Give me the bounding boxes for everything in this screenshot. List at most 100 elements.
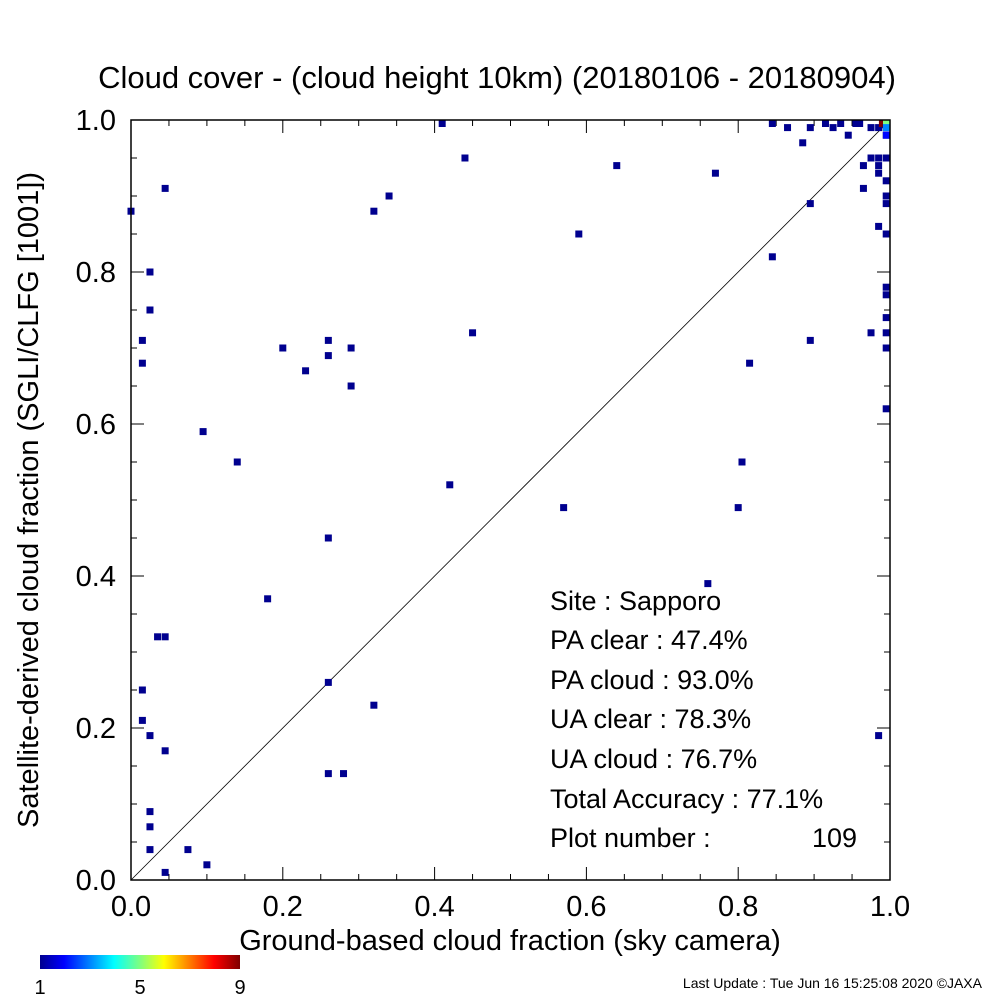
y-tick-label: 0.4 xyxy=(76,561,116,593)
data-point xyxy=(138,359,146,367)
data-point xyxy=(347,344,355,352)
data-point xyxy=(146,808,154,816)
data-point xyxy=(446,481,454,489)
data-point xyxy=(324,770,332,778)
data-point xyxy=(837,120,845,127)
data-point xyxy=(370,207,378,215)
colorbar: 1 5 9 xyxy=(34,955,246,999)
data-point xyxy=(859,162,867,170)
data-point xyxy=(806,336,814,344)
data-point xyxy=(711,169,719,177)
data-point xyxy=(161,184,169,192)
data-point xyxy=(264,595,272,603)
plot-frame xyxy=(130,119,891,881)
data-point xyxy=(856,120,864,127)
data-point xyxy=(867,329,875,337)
data-points xyxy=(127,120,890,876)
y-axis-label: Satellite-derived cloud fraction (SGLI/C… xyxy=(13,172,45,828)
data-point xyxy=(883,124,890,132)
data-point xyxy=(867,154,875,162)
data-point xyxy=(146,823,154,831)
data-point xyxy=(161,633,169,641)
data-point xyxy=(784,124,792,132)
data-point xyxy=(806,124,814,132)
y-tick-label: 0.6 xyxy=(76,409,116,441)
colorbar-max-label: 9 xyxy=(234,977,245,999)
data-point xyxy=(746,359,754,367)
x-tick-label: 0.4 xyxy=(414,891,454,923)
data-point xyxy=(138,686,146,694)
ua-cloud-label: UA cloud : 76.7% xyxy=(550,744,757,774)
stats-box: Site : Sapporo PA clear : 47.4% PA cloud… xyxy=(550,586,857,853)
data-point xyxy=(883,131,890,139)
data-point xyxy=(461,154,469,162)
data-point xyxy=(768,253,776,261)
colorbar-min-label: 1 xyxy=(34,977,45,999)
colorbar-gradient xyxy=(40,955,240,969)
data-point xyxy=(324,336,332,344)
plot-number-value: 109 xyxy=(812,823,857,853)
data-point xyxy=(738,458,746,466)
pa-clear-label: PA clear : 47.4% xyxy=(550,625,748,655)
data-point xyxy=(806,200,814,208)
data-point xyxy=(875,732,883,740)
x-tick-label: 0.0 xyxy=(111,891,151,923)
data-point xyxy=(560,504,568,512)
data-point xyxy=(347,382,355,390)
data-point xyxy=(882,192,890,200)
data-point xyxy=(882,283,890,291)
chart-title: Cloud cover - (cloud height 10km) (20180… xyxy=(98,60,896,95)
y-tick-label: 0.8 xyxy=(76,257,116,289)
x-tick-labels: 0.0 0.2 0.4 0.6 0.8 1.0 xyxy=(111,891,910,923)
x-tick-label: 1.0 xyxy=(870,891,910,923)
data-point xyxy=(146,846,154,854)
data-point xyxy=(883,120,890,127)
data-point xyxy=(146,306,154,314)
last-update-text: Last Update : Tue Jun 16 15:25:08 2020 ©… xyxy=(683,975,983,991)
data-point xyxy=(438,120,446,127)
data-point xyxy=(370,701,378,709)
y-tick-label: 1.0 xyxy=(76,105,116,137)
data-point xyxy=(882,291,890,299)
data-point xyxy=(882,344,890,352)
y-tick-label: 0.2 xyxy=(76,713,116,745)
data-point xyxy=(734,504,742,512)
data-point xyxy=(385,192,393,200)
data-point xyxy=(613,162,621,170)
data-point xyxy=(184,846,192,854)
plot-number-label: Plot number : xyxy=(550,823,711,853)
data-point xyxy=(875,162,883,170)
data-point xyxy=(324,678,332,686)
total-accuracy-label: Total Accuracy : 77.1% xyxy=(550,784,823,814)
colorbar-mid-label: 5 xyxy=(134,977,145,999)
data-point xyxy=(302,367,310,375)
x-tick-label: 0.2 xyxy=(263,891,303,923)
data-point xyxy=(154,633,162,641)
data-point xyxy=(469,329,477,337)
data-point xyxy=(146,732,154,740)
data-point xyxy=(852,120,860,127)
data-point xyxy=(878,120,886,127)
data-point xyxy=(704,580,712,588)
data-point xyxy=(324,534,332,542)
data-point xyxy=(138,716,146,724)
pa-cloud-label: PA cloud : 93.0% xyxy=(550,665,754,695)
data-point xyxy=(867,124,875,132)
x-axis-label: Ground-based cloud fraction (sky camera) xyxy=(239,925,781,957)
data-point xyxy=(821,120,829,127)
one-to-one-line xyxy=(130,119,891,881)
data-point xyxy=(875,169,883,177)
x-tick-label: 0.6 xyxy=(566,891,606,923)
data-point xyxy=(882,405,890,413)
data-point xyxy=(875,222,883,230)
y-tick-label: 0.0 xyxy=(76,865,116,897)
data-point xyxy=(882,177,890,185)
data-point xyxy=(161,747,169,755)
data-point xyxy=(882,230,890,238)
ua-clear-label: UA clear : 78.3% xyxy=(550,704,751,734)
data-point xyxy=(324,352,332,360)
data-point xyxy=(161,868,169,876)
data-point xyxy=(138,336,146,344)
data-point xyxy=(882,329,890,337)
data-point xyxy=(340,770,348,778)
